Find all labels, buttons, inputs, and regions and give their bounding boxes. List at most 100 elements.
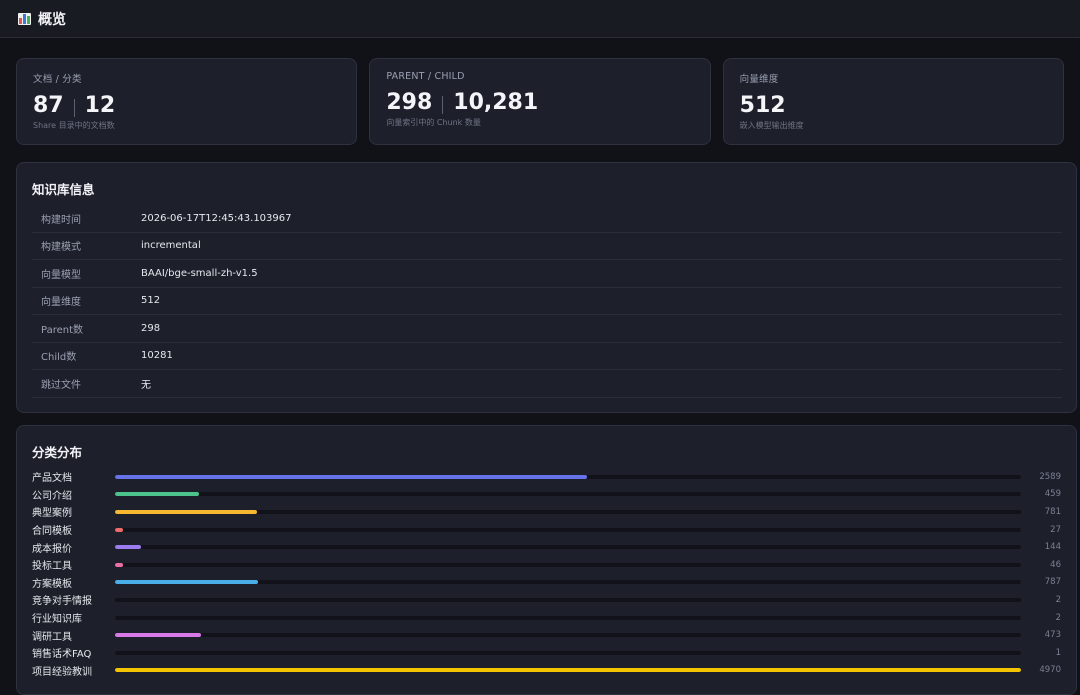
panel-title: 知识库信息	[32, 182, 95, 197]
stat-label: 文档 / 分类	[33, 74, 82, 85]
distribution-bar	[115, 474, 587, 479]
distribution-label: 行业知识库	[32, 614, 82, 626]
distribution-row: 合同模板 27	[32, 521, 1062, 539]
info-key: 向量维度	[41, 297, 81, 309]
info-row: 构建模式 incremental	[32, 233, 1062, 260]
page-title: 概览	[38, 11, 66, 28]
distribution-bar-track	[115, 650, 1021, 655]
distribution-row: 成本报价 144	[32, 538, 1062, 556]
distribution-bar-track	[115, 492, 1021, 497]
distribution-label: 竞争对手情报	[32, 596, 92, 608]
distribution-label: 成本报价	[32, 543, 72, 555]
info-value: 2026-06-17T12:45:43.103967	[141, 212, 292, 224]
stat-value-docs: 87	[33, 92, 64, 118]
category-distribution-panel: 分类分布 产品文档 2589 公司介绍 459 典型案例 781 合同模板 27 成本报价 144…	[16, 425, 1077, 695]
distribution-count: 27	[1050, 524, 1061, 535]
distribution-label: 项目经验教训	[32, 666, 92, 678]
stat-value-parent: 298	[386, 89, 433, 115]
distribution-bar-track	[115, 562, 1021, 567]
distribution-bar	[115, 527, 123, 532]
distribution-count: 459	[1044, 489, 1061, 500]
distribution-row: 投标工具 46	[32, 556, 1062, 574]
info-key: 向量模型	[41, 269, 81, 281]
distribution-count: 1	[1055, 647, 1061, 658]
info-row: 向量模型 BAAI/bge-small-zh-v1.5	[32, 260, 1062, 288]
distribution-count: 2	[1055, 612, 1061, 623]
stat-value-categories: 12	[84, 92, 116, 118]
distribution-row: 产品文档 2589	[32, 468, 1062, 486]
distribution-bar-track	[115, 580, 1021, 585]
info-value: 无	[141, 379, 151, 391]
distribution-count: 787	[1044, 577, 1061, 588]
distribution-bar	[115, 580, 259, 585]
stat-value: 87 12	[33, 91, 340, 119]
info-row: 跳过文件 无	[32, 370, 1062, 398]
distribution-bar-track	[115, 527, 1021, 532]
info-key: Child数	[41, 352, 77, 364]
stat-value-dimension: 512	[739, 92, 786, 118]
distribution-count: 46	[1050, 559, 1061, 570]
top-bar: 概览	[0, 0, 1080, 38]
stat-subtitle: Share 目录中的文档数	[33, 121, 115, 130]
stat-value: 298 10,281	[386, 88, 693, 116]
info-value: 512	[141, 295, 161, 307]
info-key: 跳过文件	[41, 379, 81, 391]
stat-label: 向量维度	[739, 74, 779, 85]
info-value: 298	[141, 322, 161, 334]
info-key: 构建模式	[41, 242, 81, 254]
stat-card-vector-dim: 向量维度 512 嵌入模型输出维度	[722, 58, 1064, 145]
distribution-row: 行业知识库 2	[32, 609, 1062, 627]
distribution-bar-track	[115, 545, 1021, 550]
stats-row: 文档 / 分类 87 12 Share 目录中的文档数 PARENT / CHI…	[16, 58, 1064, 145]
info-row: 构建时间 2026-06-17T12:45:43.103967	[32, 205, 1062, 233]
distribution-label: 典型案例	[32, 508, 72, 520]
info-key: 构建时间	[41, 214, 81, 226]
distribution-bar-track	[115, 474, 1021, 479]
distribution-label: 合同模板	[32, 526, 72, 538]
stat-divider	[442, 96, 444, 114]
distribution-count: 4970	[1039, 665, 1061, 676]
distribution-bar-track	[115, 668, 1021, 673]
stat-card-parent-child: PARENT / CHILD 298 10,281 向量索引中的 Chunk 数…	[369, 58, 711, 145]
distribution-count: 2	[1055, 594, 1061, 605]
distribution-count: 144	[1044, 542, 1061, 553]
bar-chart-icon	[18, 12, 31, 25]
distribution-bar-track	[115, 597, 1021, 602]
distribution-label: 方案模板	[32, 578, 72, 590]
distribution-label: 产品文档	[32, 473, 72, 485]
stat-subtitle: 向量索引中的 Chunk 数量	[386, 118, 481, 127]
distribution-bar	[115, 668, 1021, 673]
stat-subtitle: 嵌入模型输出维度	[739, 121, 804, 130]
distribution-list: 产品文档 2589 公司介绍 459 典型案例 781 合同模板 27 成本报价 144 投标工具 4…	[32, 468, 1062, 679]
distribution-bar	[115, 492, 199, 497]
distribution-label: 调研工具	[32, 631, 72, 643]
knowledge-base-info-panel: 知识库信息 构建时间 2026-06-17T12:45:43.103967 构建…	[16, 162, 1077, 413]
info-value: BAAI/bge-small-zh-v1.5	[141, 267, 258, 279]
distribution-bar-track	[115, 615, 1021, 620]
distribution-bar	[115, 562, 124, 567]
distribution-label: 销售话术FAQ	[32, 649, 92, 661]
stat-value: 512	[740, 91, 1047, 119]
distribution-bar	[115, 633, 202, 638]
distribution-row: 公司介绍 459	[32, 486, 1062, 504]
info-key: Parent数	[41, 324, 84, 336]
distribution-bar-track	[115, 509, 1021, 514]
stat-card-docs-categories: 文档 / 分类 87 12 Share 目录中的文档数	[16, 58, 358, 145]
info-row: Parent数 298	[32, 315, 1062, 343]
distribution-label: 投标工具	[32, 561, 72, 573]
distribution-row: 方案模板 787	[32, 574, 1062, 592]
distribution-row: 销售话术FAQ 1	[32, 644, 1062, 662]
info-value: 10281	[141, 350, 173, 362]
distribution-row: 项目经验教训 4970	[32, 662, 1062, 680]
info-row: Child数 10281	[32, 343, 1062, 370]
panel-title: 分类分布	[32, 445, 83, 460]
stat-label: PARENT / CHILD	[386, 71, 465, 82]
distribution-label: 公司介绍	[32, 490, 72, 502]
stat-divider	[73, 99, 75, 117]
stat-value-child: 10,281	[453, 89, 539, 115]
distribution-count: 781	[1044, 506, 1061, 517]
info-table: 构建时间 2026-06-17T12:45:43.103967 构建模式 inc…	[32, 205, 1062, 398]
distribution-count: 473	[1044, 630, 1061, 641]
distribution-count: 2589	[1039, 471, 1061, 482]
distribution-row: 调研工具 473	[32, 626, 1062, 644]
